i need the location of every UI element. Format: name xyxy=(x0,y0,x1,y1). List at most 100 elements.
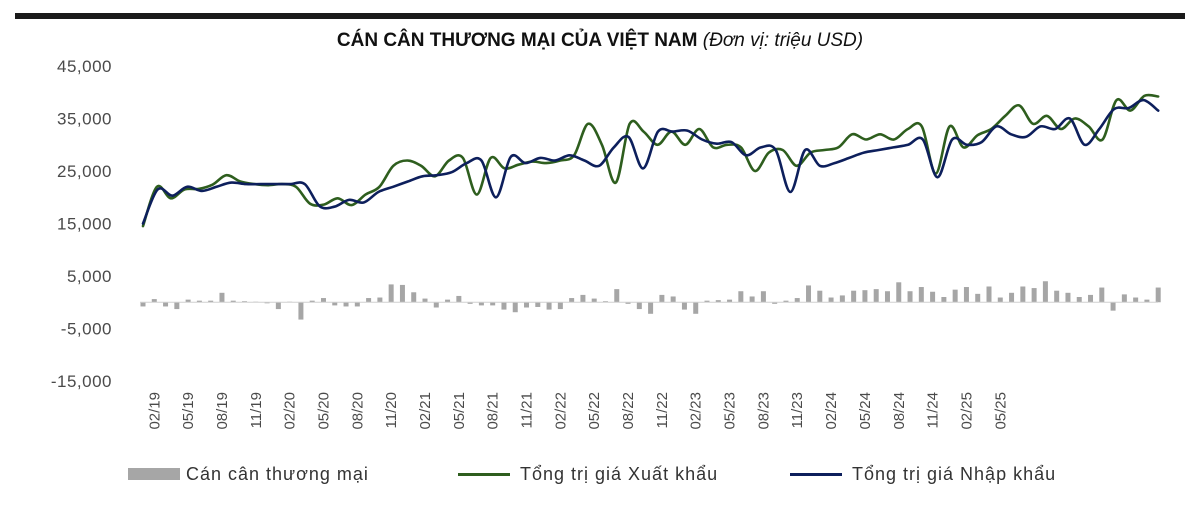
balance-bar xyxy=(512,302,518,313)
x-tick-label: 11/21 xyxy=(519,392,536,428)
x-tick-label: 05/23 xyxy=(722,392,739,430)
balance-bar xyxy=(230,300,236,303)
balance-bar xyxy=(918,287,924,303)
balance-bar xyxy=(614,289,620,303)
balance-bar xyxy=(1133,297,1139,303)
balance-bar xyxy=(930,291,936,303)
balance-bar xyxy=(1088,294,1094,303)
x-tick-label: 05/21 xyxy=(451,392,468,430)
balance-bar xyxy=(1009,292,1015,303)
balance-bar xyxy=(332,302,338,306)
x-tick-label: 05/25 xyxy=(992,392,1009,430)
balance-bar xyxy=(693,302,699,314)
balance-bar xyxy=(975,293,981,303)
y-axis: 45,000 35,000 25,000 15,000 5,000 -5,000 -15,0… xyxy=(51,57,112,391)
balance-bar xyxy=(602,301,608,303)
y-tick-label: 45,000 xyxy=(57,57,112,76)
balance-bar xyxy=(783,300,789,303)
balance-bar xyxy=(851,290,857,303)
legend-swatch-imports xyxy=(790,472,842,476)
balance-bar xyxy=(817,290,823,303)
balance-bar xyxy=(433,302,439,308)
balance-bar xyxy=(896,282,902,303)
balance-bar xyxy=(163,302,169,307)
legend-item-balance: Cán cân thương mại xyxy=(128,460,369,488)
legend-swatch-balance xyxy=(128,468,180,480)
balance-bar xyxy=(952,289,958,303)
balance-bar xyxy=(411,292,417,303)
legend-item-imports: Tổng trị giá Nhập khẩu xyxy=(790,460,1056,488)
y-tick-label: -15,000 xyxy=(51,372,112,391)
y-tick-label: 15,000 xyxy=(57,215,112,234)
y-tick-label: -5,000 xyxy=(61,320,112,339)
top-rule xyxy=(15,13,1185,19)
balance-bar xyxy=(738,291,744,303)
balance-bar xyxy=(670,296,676,303)
balance-bar xyxy=(569,298,575,303)
x-tick-label: 02/23 xyxy=(688,392,705,430)
balance-bar xyxy=(501,302,507,310)
x-tick-label: 08/24 xyxy=(891,392,908,430)
balance-bar xyxy=(727,299,733,303)
balance-bar xyxy=(749,296,755,303)
balance-bar xyxy=(219,292,225,303)
balance-bar xyxy=(242,301,248,303)
balance-bar xyxy=(1121,294,1127,303)
balance-bar xyxy=(1076,297,1082,303)
balance-bar xyxy=(772,302,778,304)
balance-bar xyxy=(535,302,541,307)
y-tick-label: 5,000 xyxy=(67,267,112,286)
balance-bar xyxy=(490,302,496,306)
x-tick-label: 02/24 xyxy=(823,392,840,430)
balance-bar xyxy=(343,302,349,307)
x-tick-label: 11/19 xyxy=(248,392,265,428)
balance-bar xyxy=(456,295,462,303)
balance-bar xyxy=(715,300,721,303)
balance-bar xyxy=(298,302,304,320)
x-tick-label: 11/22 xyxy=(654,392,671,428)
balance-bar xyxy=(478,302,484,306)
balance-bar xyxy=(997,297,1003,303)
x-tick-label: 02/21 xyxy=(417,392,434,430)
balance-bar xyxy=(704,300,710,303)
balance-bar xyxy=(907,291,913,303)
balance-bar xyxy=(557,302,563,310)
balance-bar xyxy=(1031,288,1037,303)
balance-bar xyxy=(986,286,992,303)
balance-bar xyxy=(1155,287,1161,303)
balance-bar xyxy=(208,300,214,303)
balance-bar xyxy=(196,300,202,303)
balance-bar xyxy=(681,302,687,310)
x-tick-label: 05/19 xyxy=(180,392,197,430)
balance-bar xyxy=(354,302,360,307)
balance-bar xyxy=(1144,299,1150,303)
balance-bar xyxy=(1099,287,1105,303)
balance-bar xyxy=(941,297,947,303)
legend: Cán cân thương mại Tổng trị giá Xuất khẩ… xyxy=(128,460,1128,488)
balance-bar xyxy=(806,285,812,303)
balance-bar xyxy=(174,302,180,310)
balance-bars xyxy=(140,281,1161,320)
balance-bar xyxy=(625,302,631,304)
balance-bar xyxy=(467,302,473,304)
x-axis: 02/19 05/19 08/19 11/19 02/20 05/20 08/20 11/20… xyxy=(146,392,1009,430)
x-tick-label: 08/21 xyxy=(485,392,502,430)
balance-bar xyxy=(151,299,157,303)
x-tick-label: 11/24 xyxy=(925,392,942,428)
balance-bar xyxy=(524,302,530,308)
legend-label-exports: Tổng trị giá Xuất khẩu xyxy=(520,463,719,484)
balance-bar xyxy=(399,284,405,303)
x-tick-label: 05/24 xyxy=(857,392,874,430)
balance-bar xyxy=(422,298,428,303)
balance-bar xyxy=(1065,292,1071,303)
x-tick-label: 11/20 xyxy=(383,392,400,428)
exports-line xyxy=(141,93,1160,228)
balance-bar xyxy=(185,299,191,303)
balance-bar xyxy=(546,302,552,310)
balance-bar xyxy=(1110,302,1116,311)
balance-bar xyxy=(839,295,845,303)
balance-bar xyxy=(873,289,879,303)
balance-bar xyxy=(963,287,969,303)
balance-bar xyxy=(445,299,451,303)
